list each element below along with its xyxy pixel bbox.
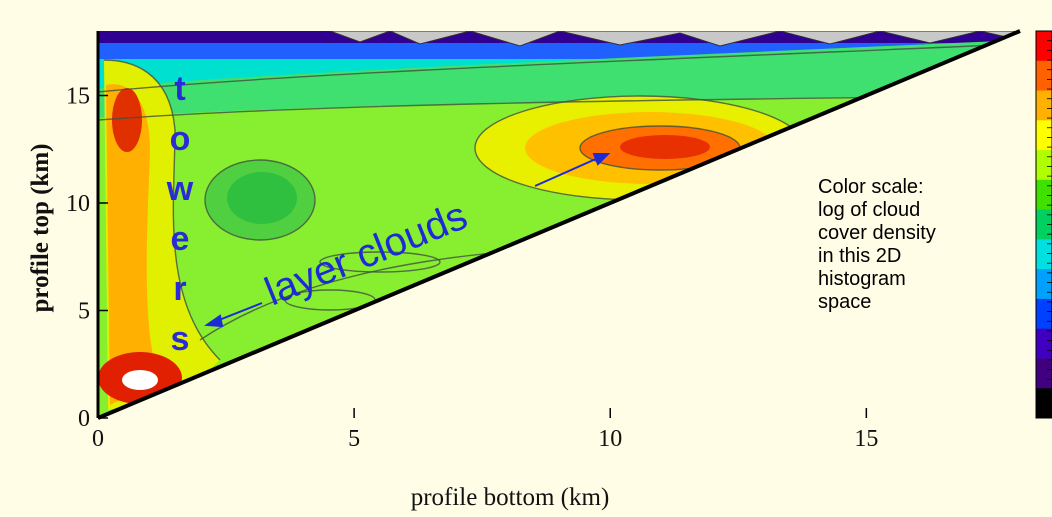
y-tick-label: 5 — [78, 299, 90, 325]
arrow-to-towers-head — [204, 314, 224, 328]
towers-letter: s — [171, 320, 190, 358]
colorbar-segment — [1036, 31, 1052, 62]
y-axis-label: profile top (km) — [27, 144, 54, 313]
note-line: in this 2D — [818, 245, 902, 267]
heat-shallow-white — [122, 370, 158, 390]
contour-6 — [103, 59, 221, 361]
heat-tower-orange — [106, 84, 160, 405]
heat-top-clutter — [329, 31, 1020, 47]
colorbar-segment — [1036, 239, 1052, 270]
arrow-to-layer-peak — [534, 153, 611, 187]
note-line: histogram — [818, 268, 906, 290]
diagonal-edge — [97, 29, 1021, 420]
colorbar-segment — [1036, 90, 1052, 121]
contour-3 — [204, 159, 316, 241]
colorbar-frame — [1035, 30, 1052, 419]
towers-letter: r — [173, 270, 186, 308]
colorbar-segment — [1036, 269, 1052, 300]
colorbar-segment — [1036, 150, 1052, 181]
contour-8 — [319, 251, 441, 273]
towers-letter: o — [170, 120, 191, 158]
colorbar-segment — [1036, 60, 1052, 92]
colorbar-segment — [1036, 388, 1052, 419]
x-axis-label: profile bottom (km) — [411, 484, 610, 511]
contour-1 — [98, 43, 1020, 93]
colorbar-segment — [1036, 358, 1052, 389]
colorbar-segment — [1036, 179, 1052, 211]
color-scale-note: Color scale: log of cloud cover density … — [818, 176, 998, 314]
x-tick-label: 10 — [598, 426, 622, 452]
towers-letter: e — [171, 220, 190, 258]
heat-green-blob-core — [227, 172, 297, 224]
note-line: cover density — [818, 222, 936, 244]
heat-layer-core — [620, 135, 710, 159]
heat-tower-red — [112, 88, 142, 152]
x-tick-label: 0 — [92, 426, 104, 452]
y-ticks: 0 5 10 15 — [66, 84, 108, 432]
arrow-to-layer-peak-shaft — [534, 157, 599, 187]
towers-letter: w — [166, 170, 194, 208]
note-line: log of cloud — [818, 199, 921, 221]
y-tick-label: 15 — [66, 84, 90, 110]
colorbar-segment — [1036, 328, 1052, 359]
note-line: space — [818, 291, 872, 313]
heat-top-dark — [98, 31, 1020, 43]
towers-letter: t — [174, 70, 185, 108]
arrow-to-layer-peak-head — [592, 153, 611, 166]
arrow-to-towers — [204, 302, 263, 328]
colorbar-segment — [1036, 209, 1052, 240]
x-ticks: 0 5 10 15 — [92, 408, 878, 452]
x-tick-label: 5 — [348, 426, 360, 452]
colorbar-segment — [1036, 298, 1052, 330]
colorbar-segment — [1036, 120, 1052, 151]
contour-2 — [98, 95, 1020, 121]
y-tick-label: 0 — [78, 406, 90, 432]
arrow-to-towers-shaft — [213, 302, 263, 323]
x-tick-label: 15 — [854, 426, 878, 452]
y-tick-label: 10 — [66, 191, 90, 217]
note-line: Color scale: — [818, 176, 924, 198]
colorbar — [1035, 30, 1052, 419]
